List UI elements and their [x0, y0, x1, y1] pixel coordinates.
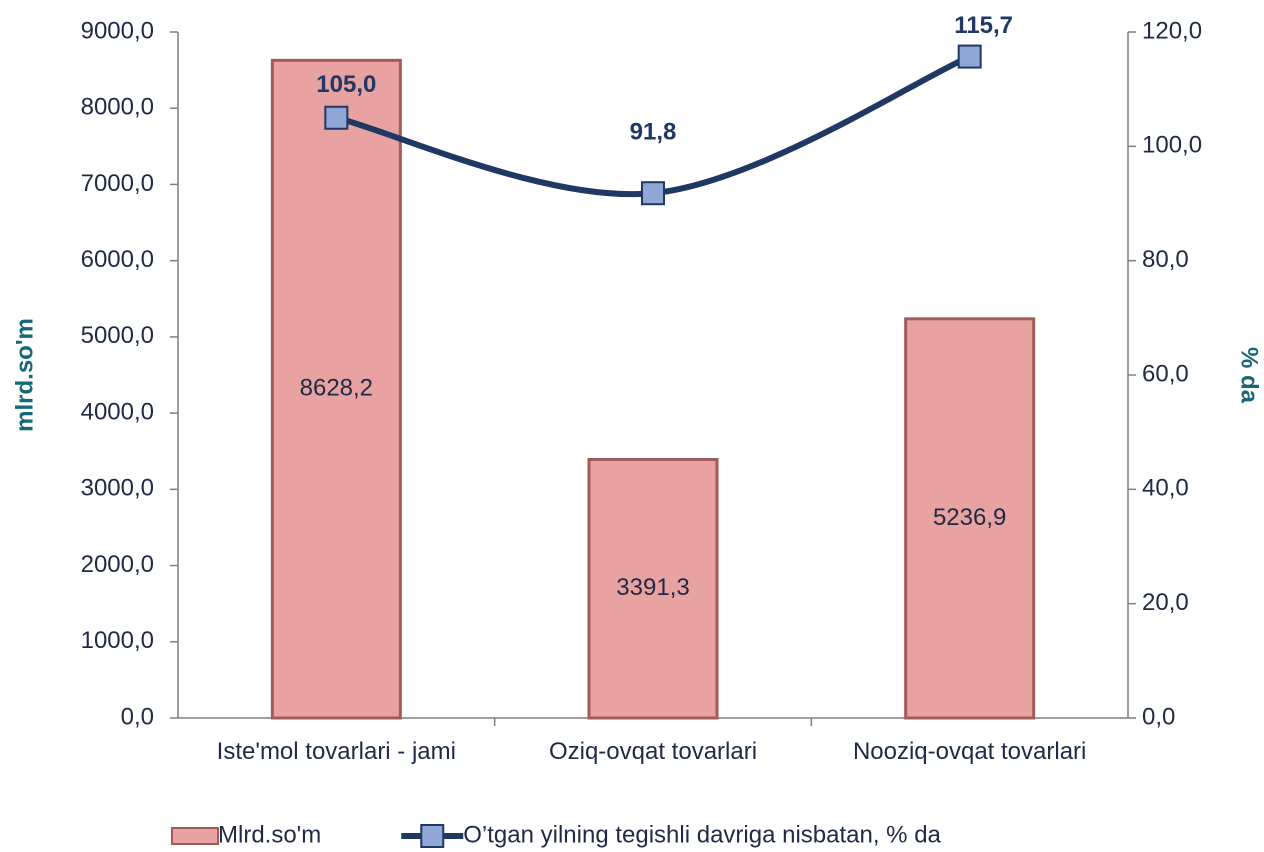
legend-label: Mlrd.so'm [218, 821, 321, 848]
line-value-label: 115,7 [954, 12, 1013, 39]
y-axis-title: mlrd.so'm [11, 318, 38, 432]
bar [904, 317, 1036, 720]
line-value-label: 105,0 [316, 71, 376, 98]
y-tick-label: 7000,0 [81, 170, 154, 197]
x-tick-label: Nooziq-ovqat tovarlari [852, 738, 1087, 765]
line-marker [324, 105, 349, 130]
line-value-label: 91,8 [630, 119, 677, 146]
y-tick-label: 2000,0 [81, 551, 154, 578]
y-tick-label: 3000,0 [81, 475, 154, 502]
y2-tick-label: 120,0 [1142, 17, 1202, 44]
y-tick-label: 1000,0 [81, 627, 154, 654]
line-marker [957, 44, 982, 69]
y2-tick-label: 20,0 [1142, 589, 1189, 616]
legend-label: O’tgan yilning tegishli davriga nisbatan… [463, 821, 941, 848]
y2-tick-label: 100,0 [1142, 132, 1202, 159]
y-tick-label: 9000,0 [81, 17, 154, 44]
bar-value-label: 3391,3 [616, 574, 689, 601]
y2-tick-label: 40,0 [1142, 475, 1189, 502]
line-marker [641, 181, 665, 206]
x-tick-label: Iste'mol tovarlari - jami [216, 738, 456, 765]
y-tick-label: 6000,0 [81, 246, 154, 273]
y2-axis-title: % da [1236, 347, 1263, 404]
y-tick-label: 8000,0 [81, 94, 154, 121]
y-tick-label: 4000,0 [81, 398, 154, 425]
y2-tick-label: 80,0 [1142, 246, 1189, 273]
y-tick-label: 5000,0 [81, 322, 154, 349]
x-tick-label: Oziq-ovqat tovarlari [548, 738, 758, 765]
legend-swatch [420, 824, 445, 848]
y-tick-label: 0,0 [121, 703, 154, 730]
bar [587, 458, 719, 720]
legend-swatch [171, 827, 219, 845]
y2-tick-label: 0,0 [1142, 703, 1175, 730]
bar [270, 58, 402, 720]
y2-tick-label: 60,0 [1142, 360, 1189, 387]
bar-value-label: 8628,2 [300, 375, 373, 402]
bar-value-label: 5236,9 [933, 504, 1006, 531]
